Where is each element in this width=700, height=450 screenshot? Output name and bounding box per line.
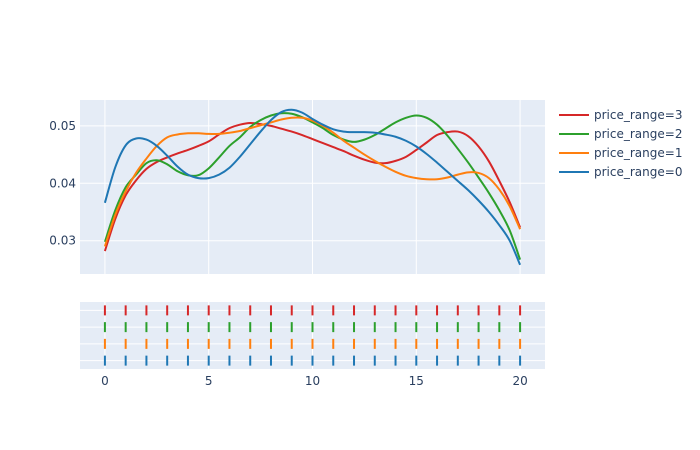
legend-label: price_range=0	[594, 165, 682, 179]
legend-label: price_range=1	[594, 146, 682, 160]
series-line-price-range-3	[103, 121, 522, 252]
legend-item[interactable]: price_range=2	[559, 127, 682, 141]
legend: price_range=3 price_range=2 price_range=1p…	[559, 108, 682, 179]
density-curves	[103, 108, 522, 266]
x-tick-label: 10	[305, 374, 320, 388]
x-tick-label: 5	[205, 374, 213, 388]
legend-label: price_range=3	[594, 108, 682, 122]
legend-label: price_range=2	[594, 127, 682, 141]
legend-item[interactable]: price_range=3	[559, 108, 682, 122]
series-line-price-range-0	[103, 108, 522, 266]
series-line-price-range-1	[103, 116, 522, 247]
y-tick-label: 0.05	[49, 119, 76, 133]
rug-marks	[103, 305, 522, 366]
x-axis-ticks: 0 5 10 15 20	[101, 374, 528, 388]
y-axis-ticks: 0.03 0.04 0.05	[49, 119, 76, 248]
main-gridlines	[80, 100, 545, 274]
y-tick-label: 0.03	[49, 234, 76, 248]
x-tick-label: 20	[512, 374, 527, 388]
y-tick-label: 0.04	[49, 176, 76, 190]
legend-item[interactable]: price_range=0	[559, 165, 682, 179]
series-line-price-range-2	[103, 112, 522, 260]
legend-item[interactable]: price_range=1	[559, 146, 682, 160]
x-tick-label: 0	[101, 374, 109, 388]
x-tick-label: 15	[409, 374, 424, 388]
